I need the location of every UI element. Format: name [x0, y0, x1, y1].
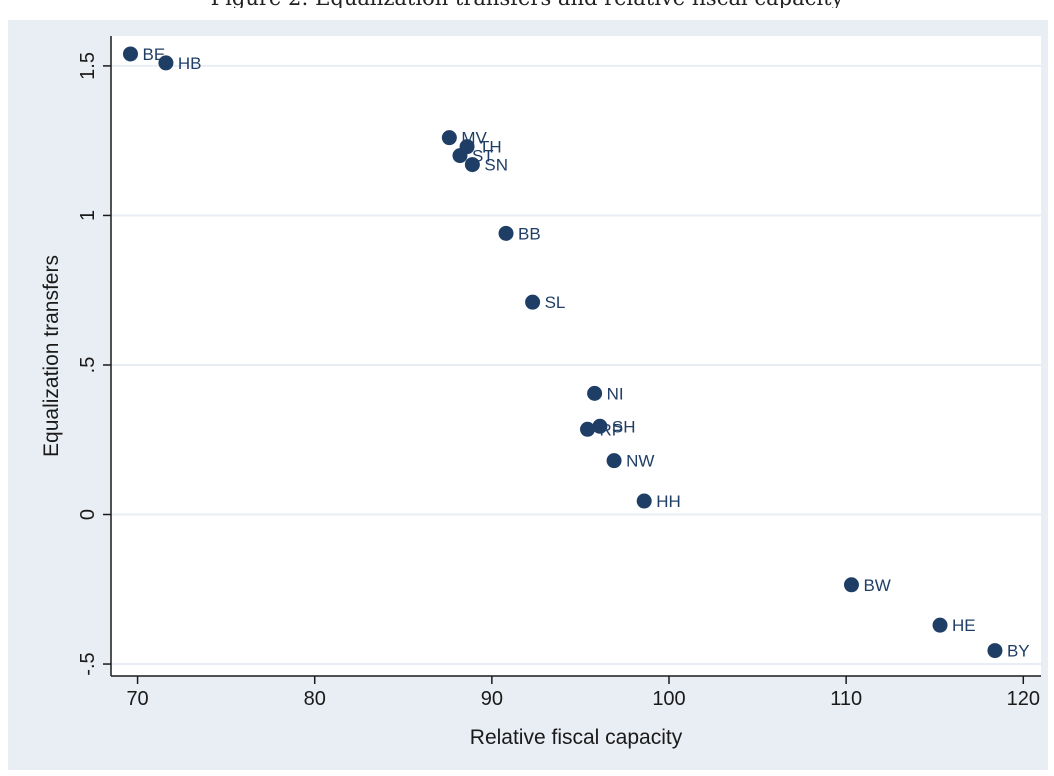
figure-caption: Figure 2: Equalization transfers and rel…	[0, 0, 1054, 8]
data-point-be	[122, 46, 138, 62]
point-label-sn: SN	[484, 156, 508, 175]
data-point-hh	[636, 493, 652, 509]
data-point-rp	[580, 421, 596, 437]
point-label-hb: HB	[178, 54, 202, 73]
x-tick-label: 110	[830, 688, 862, 710]
data-point-he	[932, 617, 948, 633]
x-tick-label: 120	[1007, 688, 1040, 710]
data-point-bw	[843, 577, 859, 593]
data-point-by	[987, 643, 1003, 659]
data-point-sh	[592, 418, 608, 434]
point-label-th: TH	[479, 138, 502, 157]
point-label-bb: BB	[518, 224, 541, 243]
y-tick-label: 1	[77, 210, 99, 221]
data-point-bb	[498, 225, 514, 241]
x-axis-title: Relative fiscal capacity	[470, 726, 683, 749]
data-point-hb	[158, 55, 174, 71]
x-tick-label: 70	[126, 688, 148, 710]
y-tick-label: -.5	[77, 652, 99, 675]
point-label-he: HE	[952, 616, 976, 635]
x-tick-label: 80	[304, 688, 326, 710]
data-point-st	[452, 148, 468, 164]
ticks: -.5 0 .5 1 1.5 70 80 90 100 110 120	[77, 52, 1040, 710]
x-tick-label: 100	[652, 688, 685, 710]
y-axis-title: Equalization transfers	[40, 255, 63, 457]
data-point-nw	[606, 453, 622, 469]
data-point-sn	[464, 157, 480, 173]
y-tick-label: .5	[77, 357, 99, 374]
point-label-nw: NW	[626, 452, 654, 471]
data-point-sl	[525, 294, 541, 310]
data-point-ni	[587, 385, 603, 401]
plot-area	[111, 36, 1041, 676]
x-tick-label: 90	[481, 688, 503, 710]
point-label-sh: SH	[612, 417, 636, 436]
point-label-sl: SL	[545, 293, 566, 312]
point-label-ni: NI	[607, 384, 624, 403]
y-tick-label: 0	[77, 509, 99, 520]
y-tick-label: 1.5	[77, 52, 99, 80]
data-point-mv	[441, 130, 457, 146]
point-label-by: BY	[1007, 642, 1030, 661]
gridlines	[111, 64, 1041, 666]
point-label-hh: HH	[656, 492, 681, 511]
point-label-rp: RP	[600, 420, 624, 439]
point-label-bw: BW	[863, 576, 890, 595]
